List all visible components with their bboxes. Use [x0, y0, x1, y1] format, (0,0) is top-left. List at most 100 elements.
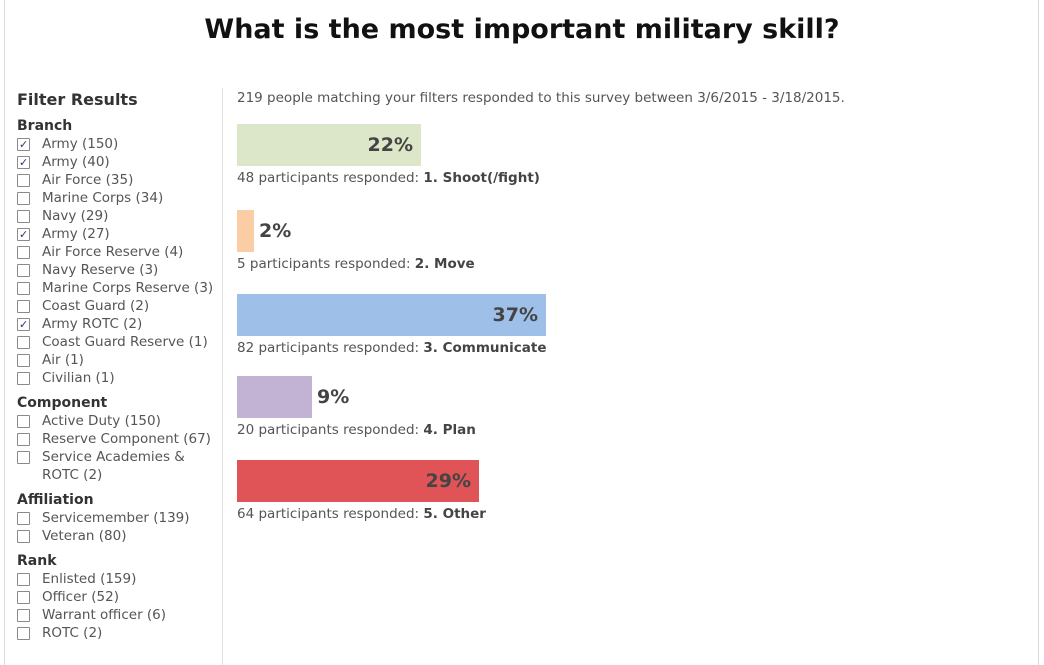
filter-option[interactable]: Army (40) [17, 153, 217, 172]
filter-group-label: Component [17, 395, 108, 411]
filter-option[interactable]: Navy (29) [17, 207, 217, 225]
filter-option[interactable]: Officer (52) [17, 588, 217, 606]
sidebar-divider [222, 88, 223, 665]
result-count: 82 [237, 340, 255, 356]
filter-option[interactable]: Service Academies & ROTC (2) [17, 448, 217, 484]
result-count: 48 [237, 170, 255, 186]
filter-option[interactable]: Army (150) [17, 135, 217, 154]
page-frame [4, 0, 1039, 665]
filter-option-label: Army ROTC (2) [42, 316, 143, 332]
filter-option[interactable]: Warrant officer (6) [17, 606, 217, 624]
filter-option[interactable]: Marine Corps Reserve (3) [17, 279, 217, 297]
results-panel: 219 people matching your filters respond… [237, 90, 1017, 522]
filter-checkbox[interactable] [17, 174, 30, 187]
filter-checkbox[interactable] [17, 316, 30, 334]
filter-checkbox[interactable] [17, 433, 30, 446]
filter-option[interactable]: Army ROTC (2) [17, 315, 217, 334]
filter-heading: Filter Results [17, 90, 138, 109]
filter-option-label: Coast Guard Reserve (1) [42, 334, 208, 350]
filter-option-label: Civilian (1) [42, 370, 115, 386]
filter-option-label: Air Force (35) [42, 172, 134, 188]
filter-checkbox[interactable] [17, 210, 30, 223]
filter-checkbox[interactable] [17, 264, 30, 277]
filter-checkbox[interactable] [17, 591, 30, 604]
filter-option-label: Active Duty (150) [42, 413, 161, 429]
filter-option[interactable]: Marine Corps (34) [17, 189, 217, 207]
result-responded-prefix: participants responded: [258, 506, 420, 522]
filter-option[interactable]: Air Force Reserve (4) [17, 243, 217, 261]
filter-group-rank: Rank Enlisted (159) Officer (52) Warrant of… [17, 553, 217, 642]
filter-group-component: Component Active Duty (150) Reserve Compon… [17, 395, 217, 484]
result-response-text: 48 participants responded: 1. Shoot(/fig… [237, 170, 1017, 186]
filter-option-label: Navy (29) [42, 208, 109, 224]
filter-checkbox[interactable] [17, 627, 30, 640]
filter-checkbox[interactable] [17, 226, 30, 244]
filter-option-label: Navy Reserve (3) [42, 262, 159, 278]
result-response-text: 82 participants responded: 3. Communicat… [237, 340, 1017, 356]
result-bar-row: 2% [237, 210, 1017, 252]
filter-option[interactable]: Veteran (80) [17, 527, 217, 545]
result-bar-row: 37% [237, 294, 1017, 336]
filter-option-label: Enlisted (159) [42, 571, 137, 587]
filter-checkbox[interactable] [17, 300, 30, 313]
result-bar-row: 9% [237, 376, 1017, 418]
filter-group-label: Rank [17, 553, 57, 569]
filter-option-label: Warrant officer (6) [42, 607, 167, 623]
result-responded-prefix: participants responded: [258, 422, 420, 438]
filter-sidebar: Filter Results Branch Army (150) Army (40)… [17, 90, 217, 650]
result-item: 2% 5 participants responded: 2. Move [237, 210, 1017, 272]
result-response-text: 20 participants responded: 4. Plan [237, 422, 1017, 438]
filter-option[interactable]: Air Force (35) [17, 171, 217, 189]
filter-option-label: Reserve Component (67) [42, 431, 211, 447]
filter-checkbox[interactable] [17, 415, 30, 428]
filter-checkbox[interactable] [17, 354, 30, 367]
filter-checkbox[interactable] [17, 192, 30, 205]
filter-checkbox[interactable] [17, 282, 30, 295]
filter-option[interactable]: Coast Guard Reserve (1) [17, 333, 217, 351]
result-list: 22% 48 participants responded: 1. Shoot(/… [237, 124, 1017, 522]
result-answer: 3. Communicate [423, 340, 547, 356]
filter-checkbox[interactable] [17, 136, 30, 154]
filter-option[interactable]: Servicemember (139) [17, 509, 217, 527]
filter-option[interactable]: Civilian (1) [17, 369, 217, 387]
filter-checkbox[interactable] [17, 512, 30, 525]
result-bar [237, 376, 312, 418]
result-bar-row: 22% [237, 124, 1017, 166]
filter-option[interactable]: ROTC (2) [17, 624, 217, 642]
filter-option[interactable]: Air (1) [17, 351, 217, 369]
filter-checkbox[interactable] [17, 530, 30, 543]
page-title: What is the most important military skil… [204, 14, 840, 45]
filter-checkbox[interactable] [17, 451, 30, 464]
filter-checkbox[interactable] [17, 573, 30, 586]
result-percent: 9% [317, 386, 350, 408]
filter-option[interactable]: Coast Guard (2) [17, 297, 217, 315]
filter-option-label: Officer (52) [42, 589, 119, 605]
result-item: 29% 64 participants responded: 5. Other [237, 460, 1017, 522]
filter-option-label: Coast Guard (2) [42, 298, 150, 314]
filter-option-label: Army (40) [42, 154, 110, 170]
result-percent: 29% [425, 470, 471, 492]
filter-checkbox[interactable] [17, 246, 30, 259]
filter-checkbox[interactable] [17, 609, 30, 622]
result-responded-prefix: participants responded: [258, 340, 420, 356]
filter-option[interactable]: Army (27) [17, 225, 217, 244]
result-bar [237, 210, 254, 252]
filter-checkbox[interactable] [17, 336, 30, 349]
result-item: 22% 48 participants responded: 1. Shoot(/… [237, 124, 1017, 186]
filter-option[interactable]: Reserve Component (67) [17, 430, 217, 448]
result-answer: 2. Move [414, 256, 475, 272]
filter-option[interactable]: Active Duty (150) [17, 412, 217, 430]
filter-option[interactable]: Navy Reserve (3) [17, 261, 217, 279]
result-bar: 37% [237, 294, 546, 336]
filter-option-label: Service Academies & ROTC (2) [42, 449, 185, 483]
filter-option[interactable]: Enlisted (159) [17, 570, 217, 588]
result-count: 5 [237, 256, 246, 272]
filter-option-label: Marine Corps (34) [42, 190, 164, 206]
result-responded-prefix: participants responded: [258, 170, 420, 186]
result-bar: 22% [237, 124, 421, 166]
filter-checkbox[interactable] [17, 372, 30, 385]
result-answer: 4. Plan [423, 422, 476, 438]
result-percent: 22% [367, 134, 413, 156]
filter-checkbox[interactable] [17, 154, 30, 172]
result-item: 37% 82 participants responded: 3. Communi… [237, 294, 1017, 356]
